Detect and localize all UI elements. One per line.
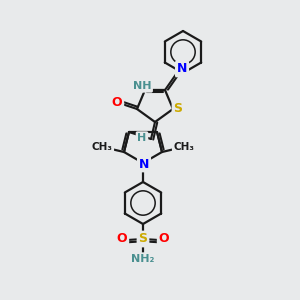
Text: NH: NH [133, 81, 151, 91]
Text: O: O [117, 232, 127, 245]
Text: CH₃: CH₃ [92, 142, 112, 152]
Text: N: N [139, 158, 149, 170]
Text: H: H [137, 133, 147, 143]
Text: CH₃: CH₃ [173, 142, 194, 152]
Text: N: N [177, 62, 187, 76]
Text: NH₂: NH₂ [131, 254, 155, 264]
Text: O: O [112, 97, 122, 110]
Text: O: O [159, 232, 169, 245]
Text: S: S [139, 232, 148, 245]
Text: S: S [173, 103, 182, 116]
